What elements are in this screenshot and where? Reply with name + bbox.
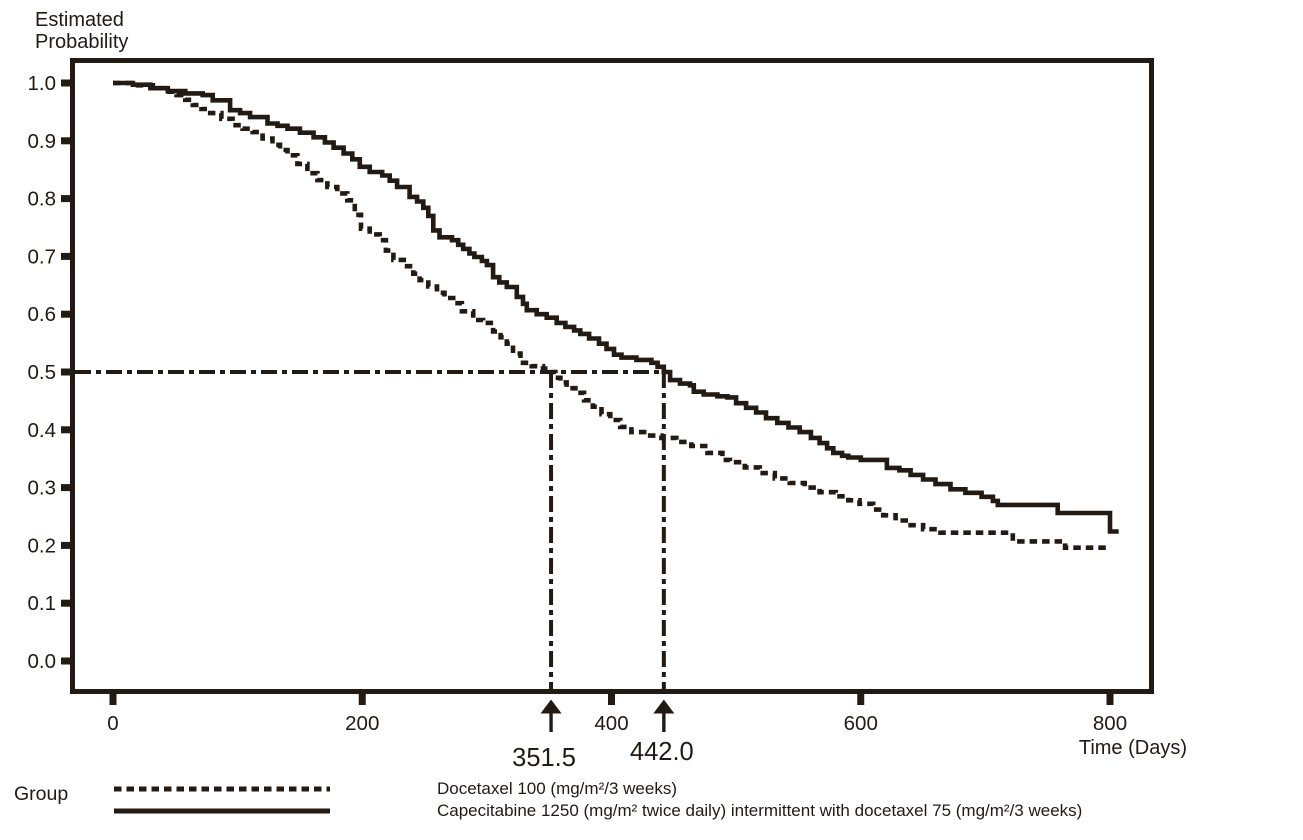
y-axis-title-line2: Probability xyxy=(35,31,128,53)
y-axis-tick xyxy=(61,252,71,260)
x-axis-tick-label: 200 xyxy=(345,712,379,735)
survival-curves xyxy=(113,80,1119,550)
y-axis-tick-label: 0.2 xyxy=(28,534,57,557)
legend-label-combination: Capecitabine 1250 (mg/m² twice daily) in… xyxy=(437,801,1082,820)
x-axis-tick-label: 600 xyxy=(844,712,878,735)
legend-label-docetaxel: Docetaxel 100 (mg/m²/3 weeks) xyxy=(437,779,677,798)
x-axis-tick xyxy=(857,694,865,705)
x-axis-tick-label: 800 xyxy=(1093,712,1127,735)
y-axis-tick-label: 0.7 xyxy=(28,245,57,268)
plot-border xyxy=(70,58,1154,694)
x-axis-tick xyxy=(608,694,615,705)
y-axis-tick xyxy=(61,310,71,318)
y-axis-tick xyxy=(61,484,71,492)
y-axis-tick xyxy=(61,368,71,376)
x-axis-tick-label: 0 xyxy=(107,712,118,735)
legend: Group Docetaxel 100 (mg/m²/3 weeks) Cape… xyxy=(14,779,1082,820)
y-axis-tick xyxy=(61,79,71,87)
y-axis-tick xyxy=(61,599,71,607)
x-axis-ticks: 0 200 400 600 800 xyxy=(107,694,1127,735)
median-arrow-head xyxy=(540,699,562,714)
y-axis-tick-label: 1.0 xyxy=(28,72,57,95)
y-axis-tick xyxy=(61,426,71,434)
y-axis-tick-label: 0.1 xyxy=(28,592,57,615)
km-curve-combination xyxy=(113,80,1119,534)
median-reference-lines: 351.5 442.0 xyxy=(75,370,694,772)
legend-group-label: Group xyxy=(14,783,68,805)
km-curve-docetaxel xyxy=(113,80,1108,550)
y-axis-tick-label: 0.4 xyxy=(28,419,57,442)
y-axis-tick xyxy=(61,195,71,203)
median-label: 351.5 xyxy=(512,744,576,772)
y-axis-tick-label: 0.0 xyxy=(28,650,57,673)
y-axis-tick xyxy=(61,137,71,145)
y-axis-tick xyxy=(61,657,71,665)
x-axis-tick xyxy=(1106,694,1114,705)
y-axis-tick-label: 0.3 xyxy=(28,477,57,500)
y-axis-title-line1: Estimated xyxy=(35,9,124,31)
x-axis-tick xyxy=(109,694,117,705)
x-axis-title: Time (Days) xyxy=(1079,737,1187,759)
y-axis-tick-label: 0.6 xyxy=(28,303,57,326)
y-axis-tick-label: 0.9 xyxy=(28,130,57,153)
median-arrow-head xyxy=(653,699,675,714)
y-axis-ticks: 1.0 0.9 0.8 0.7 0.6 0.5 0.4 0.3 0.2 0.1 0.0 xyxy=(28,72,71,673)
y-axis-tick-label: 0.8 xyxy=(28,188,57,211)
x-axis-tick xyxy=(358,694,366,705)
median-label: 442.0 xyxy=(630,738,694,766)
y-axis-tick-label: 0.5 xyxy=(28,361,57,384)
x-axis-tick-label: 400 xyxy=(594,712,628,735)
y-axis-tick xyxy=(61,541,71,549)
